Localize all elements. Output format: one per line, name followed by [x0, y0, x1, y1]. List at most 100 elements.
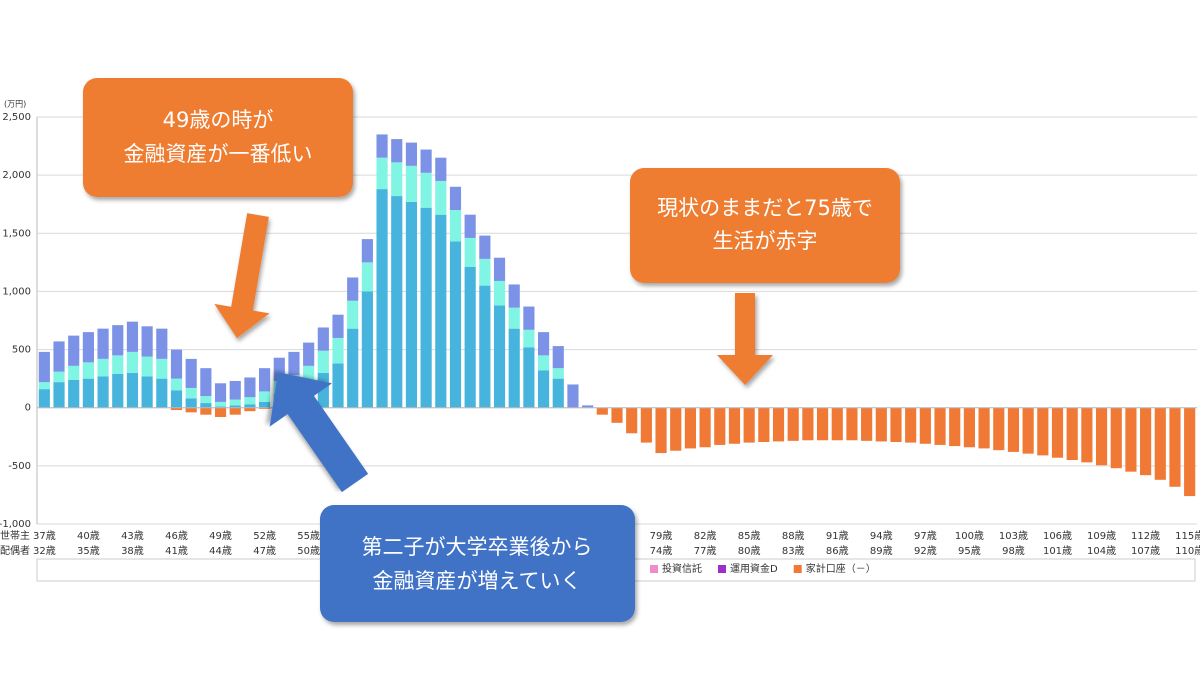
bar: [156, 358, 168, 379]
bar: [655, 407, 667, 454]
bar: [816, 407, 829, 441]
x-tick-label: 89歳: [870, 545, 893, 557]
bar: [552, 378, 564, 408]
bar: [626, 407, 638, 434]
bar: [523, 329, 535, 348]
x-tick-label: 79歳: [650, 530, 673, 542]
bar: [552, 346, 564, 369]
bar: [214, 407, 227, 418]
bar: [449, 210, 462, 242]
bar: [890, 407, 902, 443]
x-tick-label: 47歳: [253, 545, 276, 557]
bar: [156, 378, 168, 408]
bar: [1081, 407, 1093, 463]
bar: [317, 327, 329, 351]
bar: [53, 341, 65, 372]
bar: [53, 371, 65, 383]
bar: [229, 405, 241, 408]
bar: [728, 407, 741, 444]
bar: [259, 401, 271, 408]
callout-text: 第二子が大学卒業後から: [362, 535, 593, 559]
callout-text: 金融資産が増えていく: [373, 569, 582, 593]
x-tick-label: 46歳: [165, 530, 188, 542]
bar: [200, 396, 212, 404]
bar: [244, 397, 256, 405]
callout-text: 金融資産が一番低い: [124, 142, 313, 166]
bar: [1022, 407, 1034, 454]
bar: [347, 328, 359, 408]
x-tick-label: 82歳: [694, 530, 717, 542]
bar: [1140, 407, 1152, 476]
callout-text: 49歳の時が: [163, 108, 274, 132]
bar: [420, 149, 432, 173]
plot: -1,000 -500 0 500 1,000 1,500 2,000 2,500 世帯主配偶者…: [0, 112, 1200, 582]
x-tick-label: 55歳: [297, 530, 320, 542]
callout-text: 現状のままだと75歳で: [657, 196, 873, 220]
bar: [1125, 407, 1137, 472]
x-tick-label: 80歳: [738, 545, 761, 557]
bar: [1169, 407, 1181, 487]
bar: [875, 407, 887, 442]
bar: [38, 382, 50, 390]
bar: [582, 405, 594, 408]
bar: [538, 370, 550, 408]
bar: [611, 407, 623, 423]
x-tick-label: 88歳: [782, 530, 805, 542]
bar: [787, 407, 799, 441]
bar: [332, 337, 344, 364]
y-unit: (万円): [4, 100, 26, 109]
bar: [405, 142, 418, 166]
x-tick-label: 43歳: [121, 530, 144, 542]
x-tick-label: 104歳: [1087, 545, 1116, 557]
bar: [1066, 407, 1078, 461]
bar: [112, 325, 124, 356]
bar: [38, 351, 50, 383]
bar: [684, 407, 696, 449]
row-label: 配偶者: [0, 544, 30, 557]
callout-box: [630, 168, 900, 283]
bar: [861, 407, 873, 441]
bar: [1095, 407, 1108, 466]
bar: [112, 373, 124, 408]
bar: [1184, 407, 1196, 497]
bar: [567, 384, 579, 408]
bar: [508, 307, 520, 329]
bar: [464, 214, 476, 238]
bar: [82, 332, 94, 363]
x-tick-label: 98歳: [1002, 545, 1025, 557]
legend-swatch: [718, 565, 726, 573]
x-tick-label: 100歳: [955, 530, 984, 542]
bar: [126, 351, 139, 373]
bar: [449, 186, 462, 211]
bar: [141, 376, 153, 408]
bar: [97, 328, 109, 359]
bar: [112, 355, 124, 374]
bar: [200, 368, 212, 397]
bar: [361, 291, 373, 408]
x-tick-label: 94歳: [870, 530, 893, 542]
bar: [126, 372, 139, 408]
bar: [170, 390, 183, 408]
bar: [214, 401, 227, 407]
bar: [596, 407, 608, 415]
bar: [435, 180, 447, 215]
x-tick-label: 85歳: [738, 530, 761, 542]
bar: [68, 379, 80, 408]
bar: [538, 332, 550, 356]
x-tick-label: 86歳: [826, 545, 849, 557]
x-tick-label: 74歳: [650, 545, 673, 557]
bar: [1007, 407, 1020, 452]
y-tick-label: -1,000: [0, 519, 31, 530]
x-tick-label: 95歳: [958, 545, 981, 557]
bar: [405, 165, 418, 202]
bar: [229, 380, 241, 400]
bar: [493, 280, 506, 306]
x-tick-label: 38歳: [121, 545, 144, 557]
bar: [229, 399, 241, 406]
bar: [244, 407, 256, 412]
callout-box: [320, 505, 635, 622]
bar: [126, 321, 139, 352]
x-tick-label: 32歳: [33, 545, 56, 557]
arrow: [214, 213, 270, 339]
bar: [493, 257, 506, 281]
